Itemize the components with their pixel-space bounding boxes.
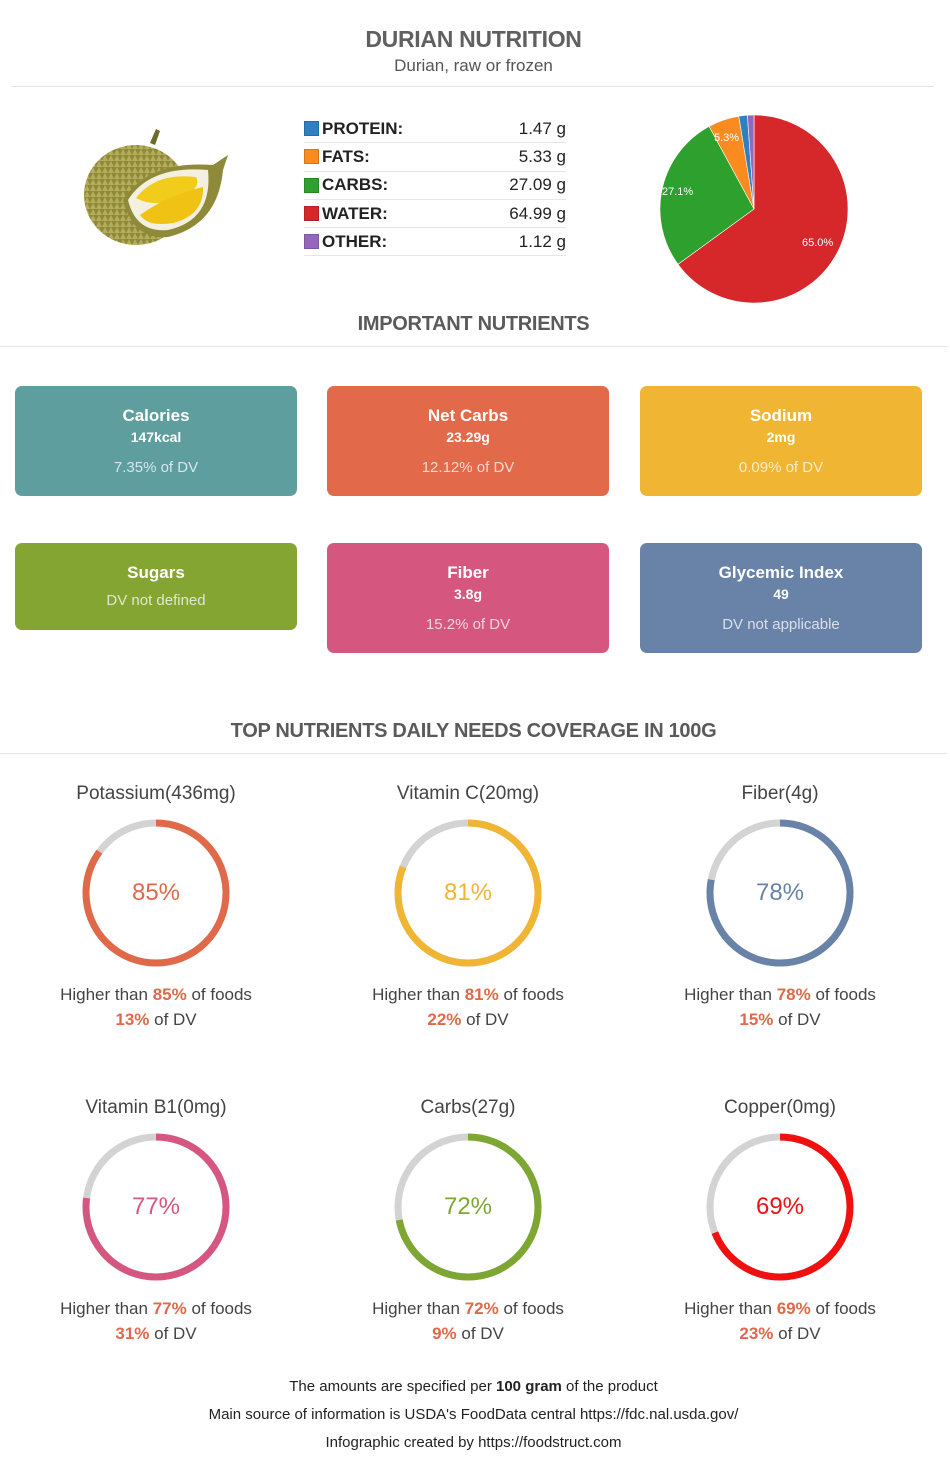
coverage-gauge: Vitamin B1(0mg) 77% Higher than 77% of f… xyxy=(0,1097,312,1344)
card-net-carbs: Net Carbs 23.29g 12.12% of DV xyxy=(327,386,609,496)
card-value: 49 xyxy=(773,586,789,602)
gauge-percent: 85% xyxy=(131,879,181,906)
svg-text:65.0%: 65.0% xyxy=(802,237,833,249)
gauge-percent: 78% xyxy=(755,879,805,906)
divider xyxy=(12,86,934,87)
macro-value: 27.09 g xyxy=(509,175,566,195)
gauge-dv-text: 31% of DV xyxy=(115,1324,197,1343)
coverage-gauge: Fiber(4g) 78% Higher than 78% of foods 1… xyxy=(624,783,936,1030)
gauge-nutrient-name: Fiber(4g) xyxy=(741,783,819,804)
gauge-rank-text: Higher than 69% of foods xyxy=(684,1299,876,1318)
gauge-rank-text: Higher than 72% of foods xyxy=(372,1299,564,1318)
coverage-title: TOP NUTRIENTS DAILY NEEDS COVERAGE IN 10… xyxy=(230,720,717,742)
gauge-rank-text: Higher than 85% of foods xyxy=(60,985,252,1004)
coverage-gauge: Copper(0mg) 69% Higher than 69% of foods… xyxy=(624,1097,936,1344)
macro-row-other: OTHER: 1.12 g xyxy=(304,228,566,257)
gauge-nutrient-name: Carbs(27g) xyxy=(420,1097,516,1118)
card-sodium: Sodium 2mg 0.09% of DV xyxy=(640,386,922,496)
svg-text:5.3%: 5.3% xyxy=(714,132,739,144)
gauge-dv-text: 13% of DV xyxy=(115,1010,197,1029)
gauge-ring: 69% xyxy=(700,1127,860,1287)
card-dv: 15.2% of DV xyxy=(425,616,511,633)
card-name: Fiber xyxy=(447,563,489,582)
card-dv: 0.09% of DV xyxy=(738,459,824,476)
svg-text:27.1%: 27.1% xyxy=(662,186,693,198)
divider xyxy=(0,346,947,347)
gauge-percent: 72% xyxy=(443,1193,493,1220)
footer-credit: Infographic created by https://foodstruc… xyxy=(325,1434,622,1451)
gauge-dv-text: 15% of DV xyxy=(739,1010,821,1029)
macro-value: 5.33 g xyxy=(518,146,566,166)
gauge-ring: 78% xyxy=(700,813,860,973)
macro-row-water: WATER: 64.99 g xyxy=(304,200,566,229)
gauge-dv-text: 22% of DV xyxy=(427,1010,509,1029)
gauge-percent: 77% xyxy=(131,1193,181,1220)
gauge-nutrient-name: Vitamin B1(0mg) xyxy=(85,1097,227,1118)
macro-value: 64.99 g xyxy=(509,203,566,223)
gauge-rank-text: Higher than 77% of foods xyxy=(60,1299,252,1318)
coverage-gauge: Potassium(436mg) 85% Higher than 85% of … xyxy=(0,783,312,1030)
gauge-rank-text: Higher than 78% of foods xyxy=(684,985,876,1004)
card-fiber: Fiber 3.8g 15.2% of DV xyxy=(327,543,609,653)
divider xyxy=(0,753,947,754)
gauge-ring: 77% xyxy=(76,1127,236,1287)
macro-label: PROTEIN: xyxy=(322,118,404,138)
other-swatch-icon xyxy=(304,234,319,250)
card-name: Calories xyxy=(122,406,190,425)
footer-source: Main source of information is USDA's Foo… xyxy=(208,1406,739,1423)
macro-label: FATS: xyxy=(322,146,370,166)
card-name: Glycemic Index xyxy=(718,563,844,582)
card-dv: 7.35% of DV xyxy=(113,459,199,476)
gauge-percent: 81% xyxy=(443,879,493,906)
card-sugars: Sugars DV not defined xyxy=(15,543,297,630)
macro-value: 1.47 g xyxy=(518,118,566,138)
important-nutrients-title: IMPORTANT NUTRIENTS xyxy=(357,313,590,335)
gauge-nutrient-name: Potassium(436mg) xyxy=(76,783,236,804)
gauge-rank-text: Higher than 81% of foods xyxy=(372,985,564,1004)
coverage-gauge: Carbs(27g) 72% Higher than 72% of foods … xyxy=(312,1097,624,1344)
card-name: Net Carbs xyxy=(427,406,509,425)
gauge-dv-text: 9% of DV xyxy=(432,1324,504,1343)
macro-row-fats: FATS: 5.33 g xyxy=(304,143,566,172)
page-subtitle: Durian, raw or frozen xyxy=(394,56,553,75)
card-value: 3.8g xyxy=(453,586,482,602)
card-value: 23.29g xyxy=(446,429,490,445)
gauge-ring: 81% xyxy=(388,813,548,973)
fats-swatch-icon xyxy=(304,149,319,165)
gauge-ring: 85% xyxy=(76,813,236,973)
card-dv: DV not defined xyxy=(106,592,206,609)
gauge-dv-text: 23% of DV xyxy=(739,1324,821,1343)
card-dv: 12.12% of DV xyxy=(421,459,515,476)
carbs-swatch-icon xyxy=(304,177,319,193)
card-dv: DV not applicable xyxy=(722,616,840,633)
card-name: Sugars xyxy=(127,563,185,582)
macro-row-protein: PROTEIN: 1.47 g xyxy=(304,115,566,144)
macro-label: WATER: xyxy=(322,203,388,223)
gauge-nutrient-name: Copper(0mg) xyxy=(724,1097,836,1118)
card-name: Sodium xyxy=(749,406,813,425)
macro-table: PROTEIN: 1.47 g FATS: 5.33 g CARBS: 27.0… xyxy=(304,115,566,257)
macro-value: 1.12 g xyxy=(518,231,566,251)
gauge-ring: 72% xyxy=(388,1127,548,1287)
card-calories: Calories 147kcal 7.35% of DV xyxy=(15,386,297,496)
coverage-gauge: Vitamin C(20mg) 81% Higher than 81% of f… xyxy=(312,783,624,1030)
footer-amounts-note: The amounts are specified per 100 gram o… xyxy=(289,1378,658,1395)
gauge-percent: 69% xyxy=(755,1193,805,1220)
page-title: DURIAN NUTRITION xyxy=(365,26,582,52)
macro-pie-chart: 65.0% 27.1% 5.3% xyxy=(659,114,849,304)
durian-image xyxy=(78,125,233,245)
card-value: 2mg xyxy=(766,429,796,445)
protein-swatch-icon xyxy=(304,121,319,137)
macro-label: CARBS: xyxy=(322,175,389,195)
water-swatch-icon xyxy=(304,206,319,222)
card-glycemic-index: Glycemic Index 49 DV not applicable xyxy=(640,543,922,653)
gauge-nutrient-name: Vitamin C(20mg) xyxy=(396,783,540,804)
macro-row-carbs: CARBS: 27.09 g xyxy=(304,172,566,200)
card-value: 147kcal xyxy=(130,429,182,445)
macro-label: OTHER: xyxy=(322,231,388,251)
